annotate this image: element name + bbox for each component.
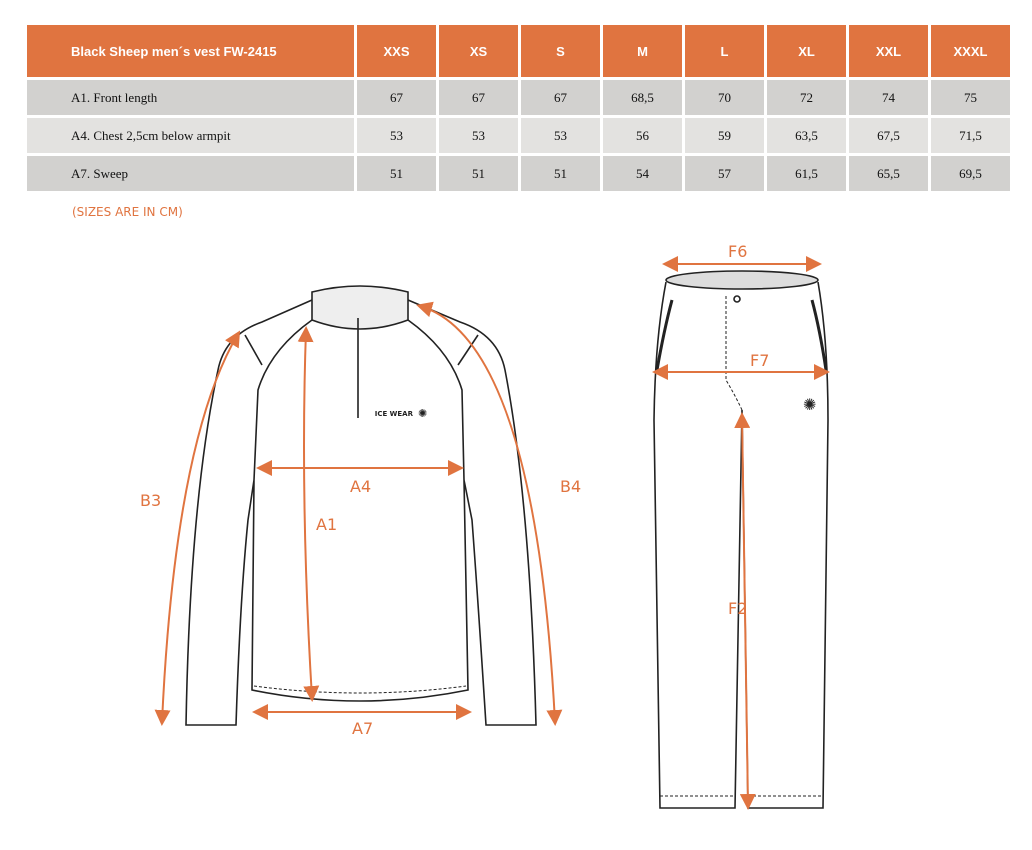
size-value: 75: [931, 80, 1010, 115]
size-header: XXL: [849, 25, 928, 77]
size-value: 69,5: [931, 156, 1010, 191]
size-value: 70: [685, 80, 764, 115]
size-value: 74: [849, 80, 928, 115]
label-f2: F2: [728, 599, 747, 618]
label-b3: B3: [140, 491, 161, 510]
size-value: 67: [521, 80, 600, 115]
jacket-drawing: [185, 285, 537, 726]
b4-arrow: [416, 301, 563, 726]
size-value: 57: [685, 156, 764, 191]
size-header: XS: [439, 25, 518, 77]
b3-arrow: [154, 330, 241, 726]
label-f7: F7: [750, 351, 769, 370]
size-value: 71,5: [931, 118, 1010, 153]
table-row: A1. Front length 67 67 67 68,5 70 72 74 75: [27, 80, 1010, 115]
size-value: 67: [439, 80, 518, 115]
size-value: 51: [439, 156, 518, 191]
size-value: 72: [767, 80, 846, 115]
row-label: A1. Front length: [27, 80, 354, 115]
row-label: A7. Sweep: [27, 156, 354, 191]
size-value: 67,5: [849, 118, 928, 153]
size-value: 68,5: [603, 80, 682, 115]
size-value: 53: [521, 118, 600, 153]
size-value: 61,5: [767, 156, 846, 191]
ice-wear-logo: ICE WEAR: [375, 410, 414, 418]
snowflake-icon: ✺: [418, 408, 427, 420]
table-title: Black Sheep men´s vest FW-2415: [27, 25, 354, 77]
a1-arrow: [297, 326, 320, 702]
size-value: 65,5: [849, 156, 928, 191]
size-header: XXS: [357, 25, 436, 77]
size-value: 56: [603, 118, 682, 153]
f2-arrow: [734, 412, 756, 810]
size-value: 63,5: [767, 118, 846, 153]
label-a1: A1: [316, 515, 337, 534]
size-value: 53: [357, 118, 436, 153]
table-row: A4. Chest 2,5cm below armpit 53 53 53 56 59 63…: [27, 118, 1010, 153]
size-table: Black Sheep men´s vest FW-2415 XXS XS S …: [24, 22, 1013, 194]
units-note: (SIZES ARE IN CM): [72, 205, 183, 219]
pants-drawing: [653, 270, 829, 809]
measurement-arrows: [154, 256, 830, 810]
size-value: 67: [357, 80, 436, 115]
size-header: M: [603, 25, 682, 77]
size-header: XL: [767, 25, 846, 77]
size-value: 53: [439, 118, 518, 153]
label-b4: B4: [560, 477, 581, 496]
size-value: 54: [603, 156, 682, 191]
label-a7: A7: [352, 719, 373, 738]
snowflake-icon: ✺: [803, 397, 816, 414]
size-value: 59: [685, 118, 764, 153]
size-value: 51: [357, 156, 436, 191]
table-row: A7. Sweep 51 51 51 54 57 61,5 65,5 69,5: [27, 156, 1010, 191]
label-f6: F6: [728, 242, 747, 261]
row-label: A4. Chest 2,5cm below armpit: [27, 118, 354, 153]
label-a4: A4: [350, 477, 371, 496]
size-value: 51: [521, 156, 600, 191]
size-header: L: [685, 25, 764, 77]
size-header: XXXL: [931, 25, 1010, 77]
size-header: S: [521, 25, 600, 77]
